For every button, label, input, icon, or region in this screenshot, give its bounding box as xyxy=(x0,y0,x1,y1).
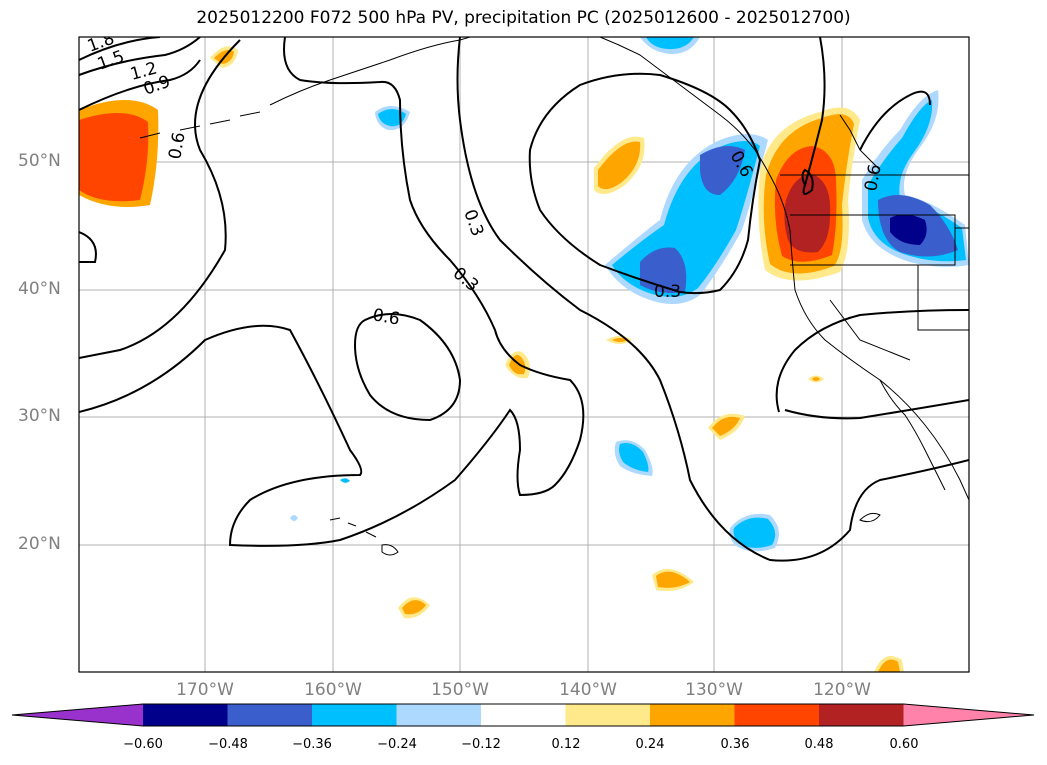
colorbar-segment xyxy=(227,704,313,726)
colorbar-extend-low xyxy=(12,704,143,726)
colorbar-segment xyxy=(734,704,820,726)
colorbar-tick: 0.12 xyxy=(551,737,581,752)
colorbar-tick: −0.24 xyxy=(377,737,417,752)
colorbar-segment xyxy=(481,704,566,726)
lon-label-170w: 170°W xyxy=(176,680,234,700)
colorbar-tick: −0.48 xyxy=(208,737,248,752)
lat-label-20n: 20°N xyxy=(18,534,61,554)
colorbar-segment xyxy=(565,704,651,726)
colorbar-tick: 0.24 xyxy=(635,737,665,752)
colorbar-tick: 0.60 xyxy=(889,737,919,752)
colorbar-segment xyxy=(819,704,904,726)
colorbar-tick: 0.48 xyxy=(804,737,834,752)
map-title: 2025012200 F072 500 hPa PV, precipitatio… xyxy=(196,8,851,28)
precip-negative xyxy=(290,37,969,552)
lon-label-150w: 150°W xyxy=(431,680,489,700)
colorbar-tick: −0.12 xyxy=(461,737,501,752)
colorbar-tick: 0.36 xyxy=(720,737,750,752)
precip-positive xyxy=(79,46,904,672)
map-frame xyxy=(78,36,970,673)
lon-label-160w: 160°W xyxy=(304,680,362,700)
colorbar-segment xyxy=(143,704,228,726)
colorbar-tick: −0.36 xyxy=(292,737,332,752)
lat-label-40n: 40°N xyxy=(18,279,61,299)
contour-label: 0.6 xyxy=(165,131,189,161)
contour-label: 0.6 xyxy=(861,163,885,193)
lon-label-120w: 120°W xyxy=(813,680,871,700)
colorbar-segment xyxy=(650,704,735,726)
lat-label-30n: 30°N xyxy=(18,406,61,426)
colorbar-tick: −0.60 xyxy=(123,737,163,752)
lat-label-50n: 50°N xyxy=(18,151,61,171)
colorbar-extend-high xyxy=(903,704,1034,726)
colorbar xyxy=(11,703,1035,727)
contour-label: 0.6 xyxy=(371,305,401,329)
lon-label-140w: 140°W xyxy=(559,680,617,700)
pv-contours xyxy=(79,37,969,562)
contour-label: 0.3 xyxy=(654,282,681,302)
colorbar-segment xyxy=(312,704,397,726)
colorbar-segment xyxy=(396,704,482,726)
colorbar-outline xyxy=(11,703,1035,727)
lon-label-130w: 130°W xyxy=(685,680,743,700)
